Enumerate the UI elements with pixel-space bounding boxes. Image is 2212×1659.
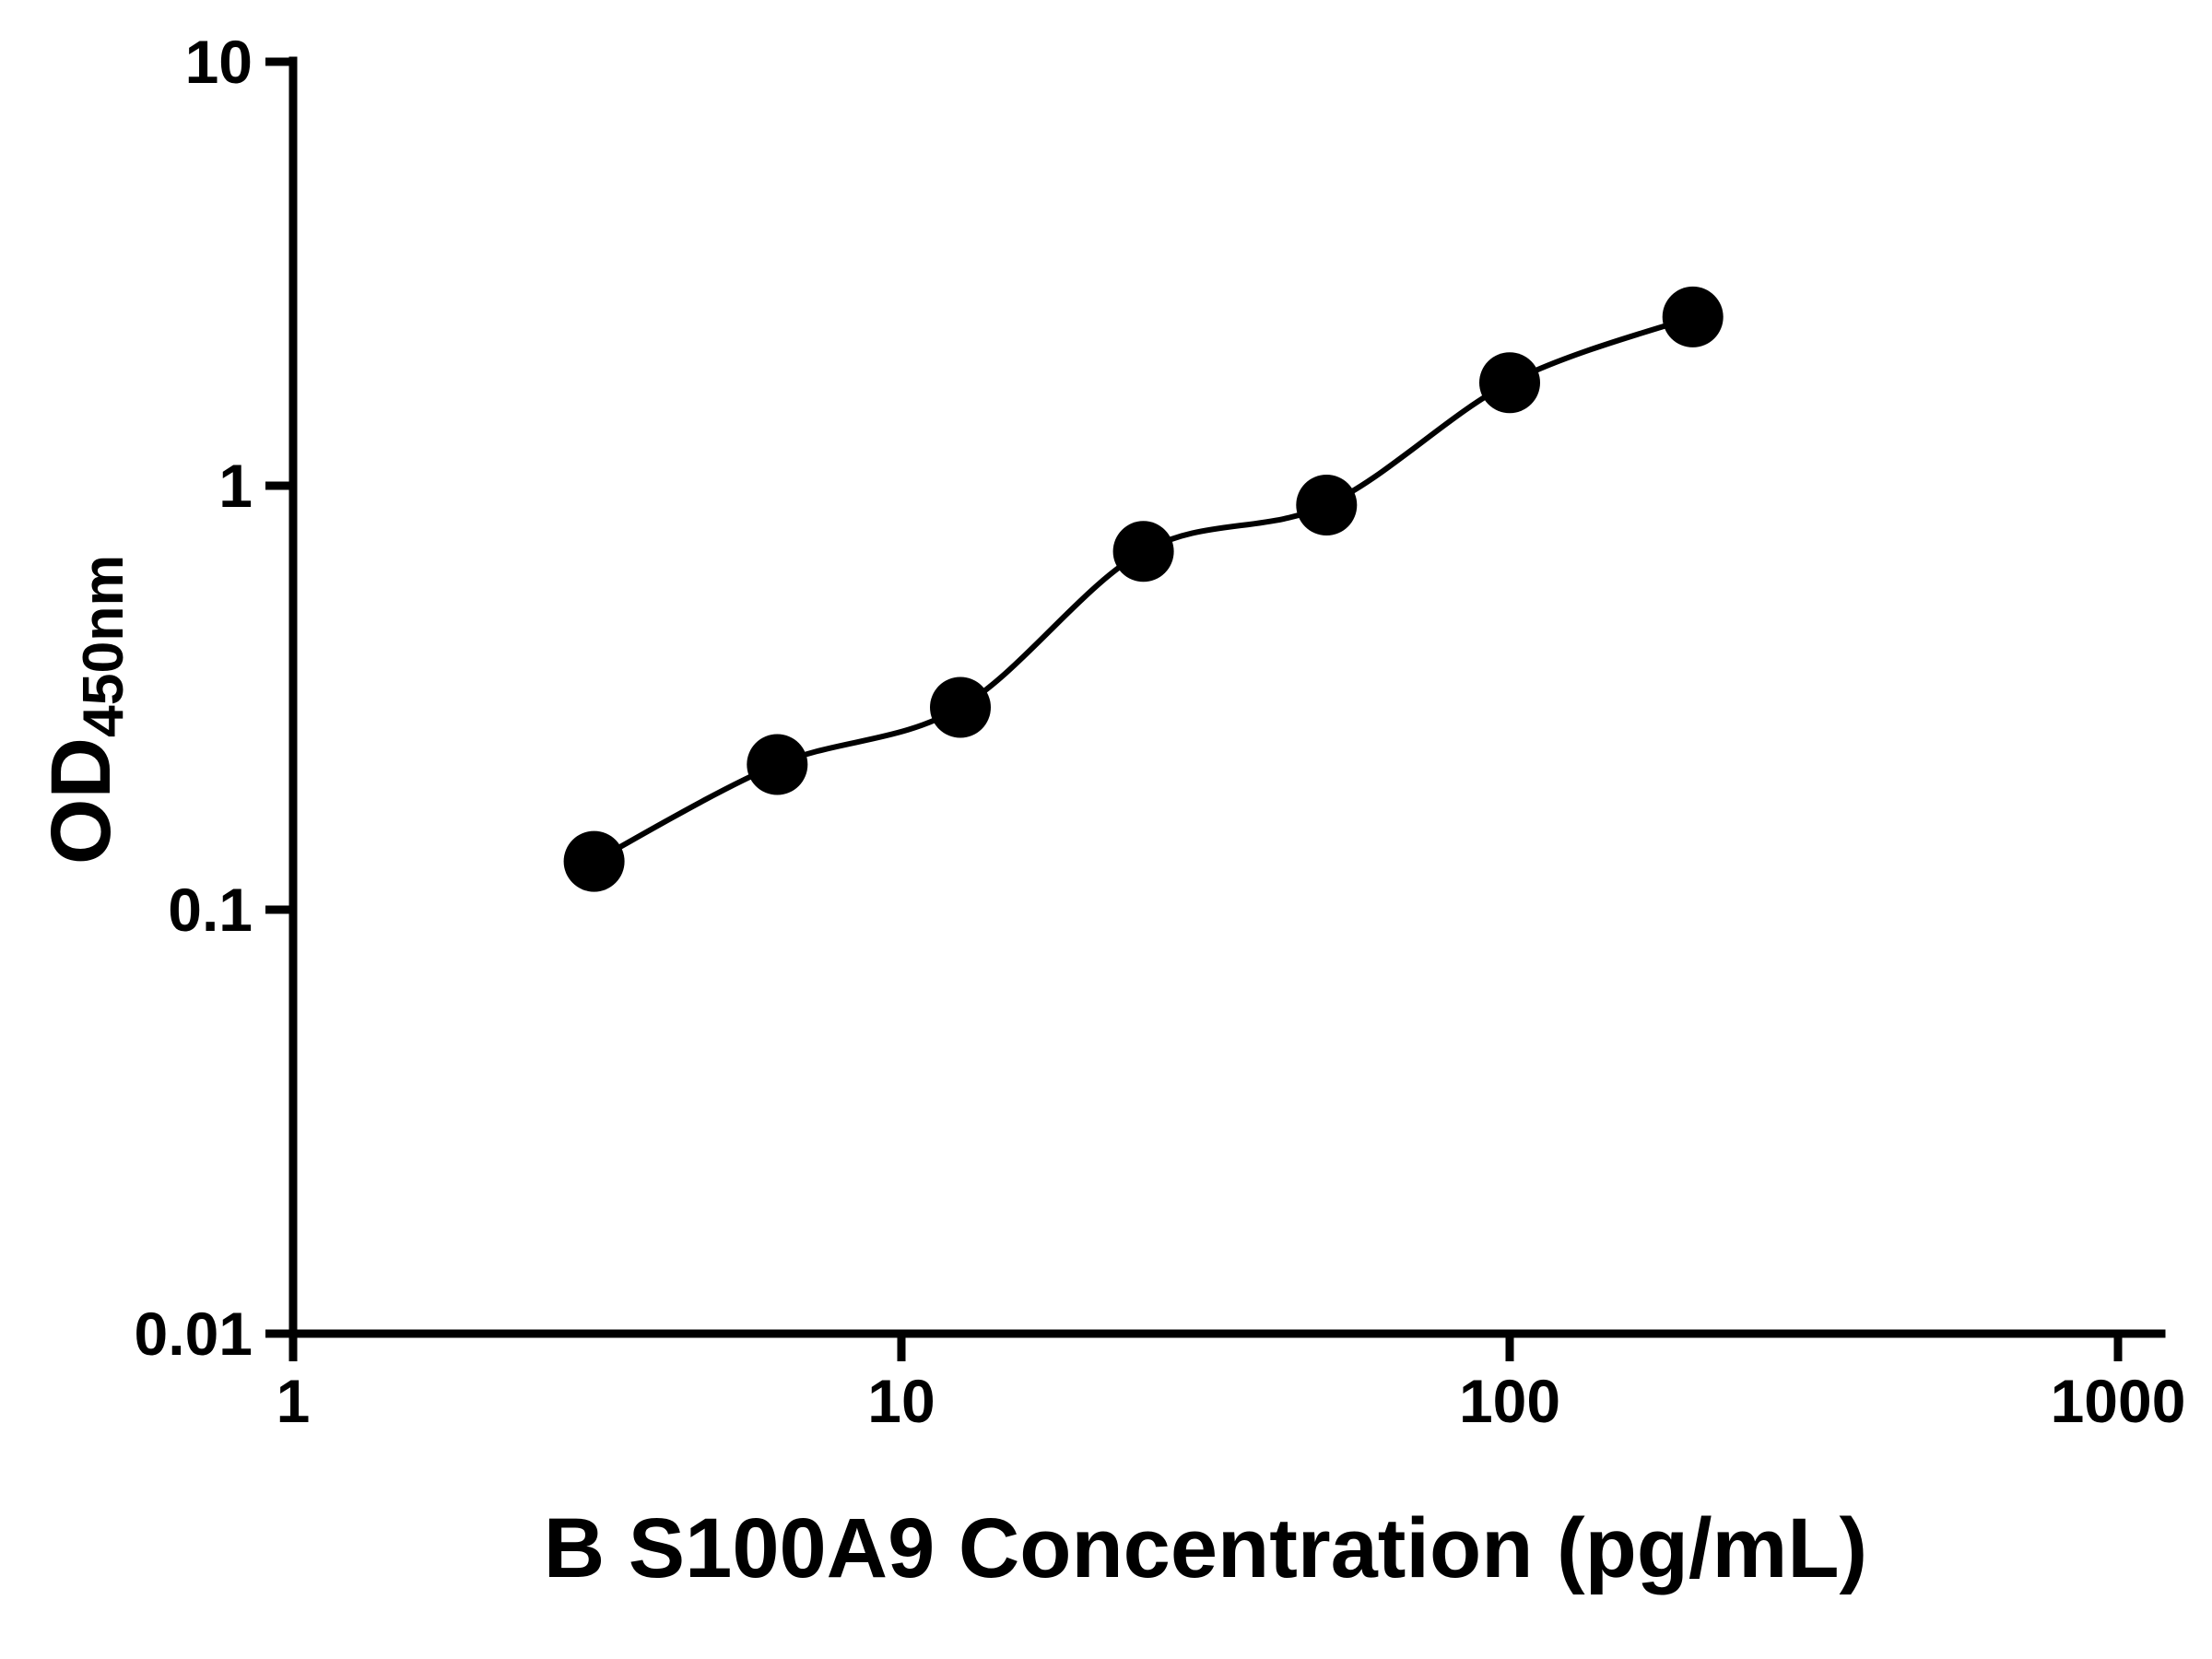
data-point xyxy=(1296,475,1358,535)
data-point xyxy=(1112,521,1174,582)
x-axis-title: B S100A9 Concentration (pg/mL) xyxy=(543,1501,1868,1595)
y-tick-label: 10 xyxy=(185,28,253,96)
y-tick-label: 1 xyxy=(218,452,253,520)
x-tick-label: 1000 xyxy=(2051,1367,2186,1435)
y-axis-title-sub: 450nm xyxy=(70,554,135,738)
data-point xyxy=(930,677,991,738)
y-axis-title: OD450nm xyxy=(33,555,136,865)
data-point xyxy=(747,734,808,795)
x-tick-label: 10 xyxy=(867,1367,935,1435)
x-tick-label: 1 xyxy=(276,1367,311,1435)
axis-spines xyxy=(288,56,2166,1338)
y-axis-title-main: OD xyxy=(34,737,129,865)
y-tick-label: 0.1 xyxy=(168,876,253,944)
data-point xyxy=(1479,352,1540,414)
data-point xyxy=(563,830,625,892)
y-tick-label: 0.01 xyxy=(135,1300,253,1368)
x-tick-label: 100 xyxy=(1459,1367,1560,1435)
data-point xyxy=(1662,286,1724,347)
